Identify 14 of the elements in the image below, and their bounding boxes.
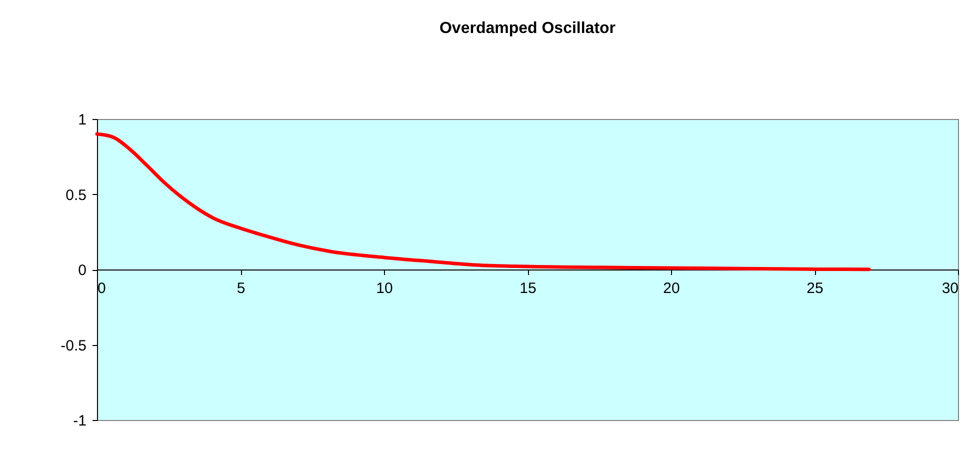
x-tick-label: 10 — [376, 280, 393, 297]
x-tick-label: 25 — [806, 280, 824, 297]
x-tick-label: 15 — [520, 280, 536, 297]
x-tick-label: 5 — [236, 280, 246, 297]
line-series — [95, 132, 871, 272]
y-tick-label: 0 — [78, 262, 86, 279]
y-tick-label: -0.5 — [60, 337, 86, 354]
y-tick-label: 1 — [78, 112, 86, 128]
chart-title: Overdamped Oscillator — [439, 20, 616, 37]
y-tick-label: -1 — [73, 412, 86, 430]
y-tick-label: 0.5 — [66, 186, 86, 204]
x-tick-label: 20 — [663, 280, 680, 297]
x-tick-label: 30 — [942, 280, 958, 297]
x-tick-label: 0 — [98, 280, 106, 297]
